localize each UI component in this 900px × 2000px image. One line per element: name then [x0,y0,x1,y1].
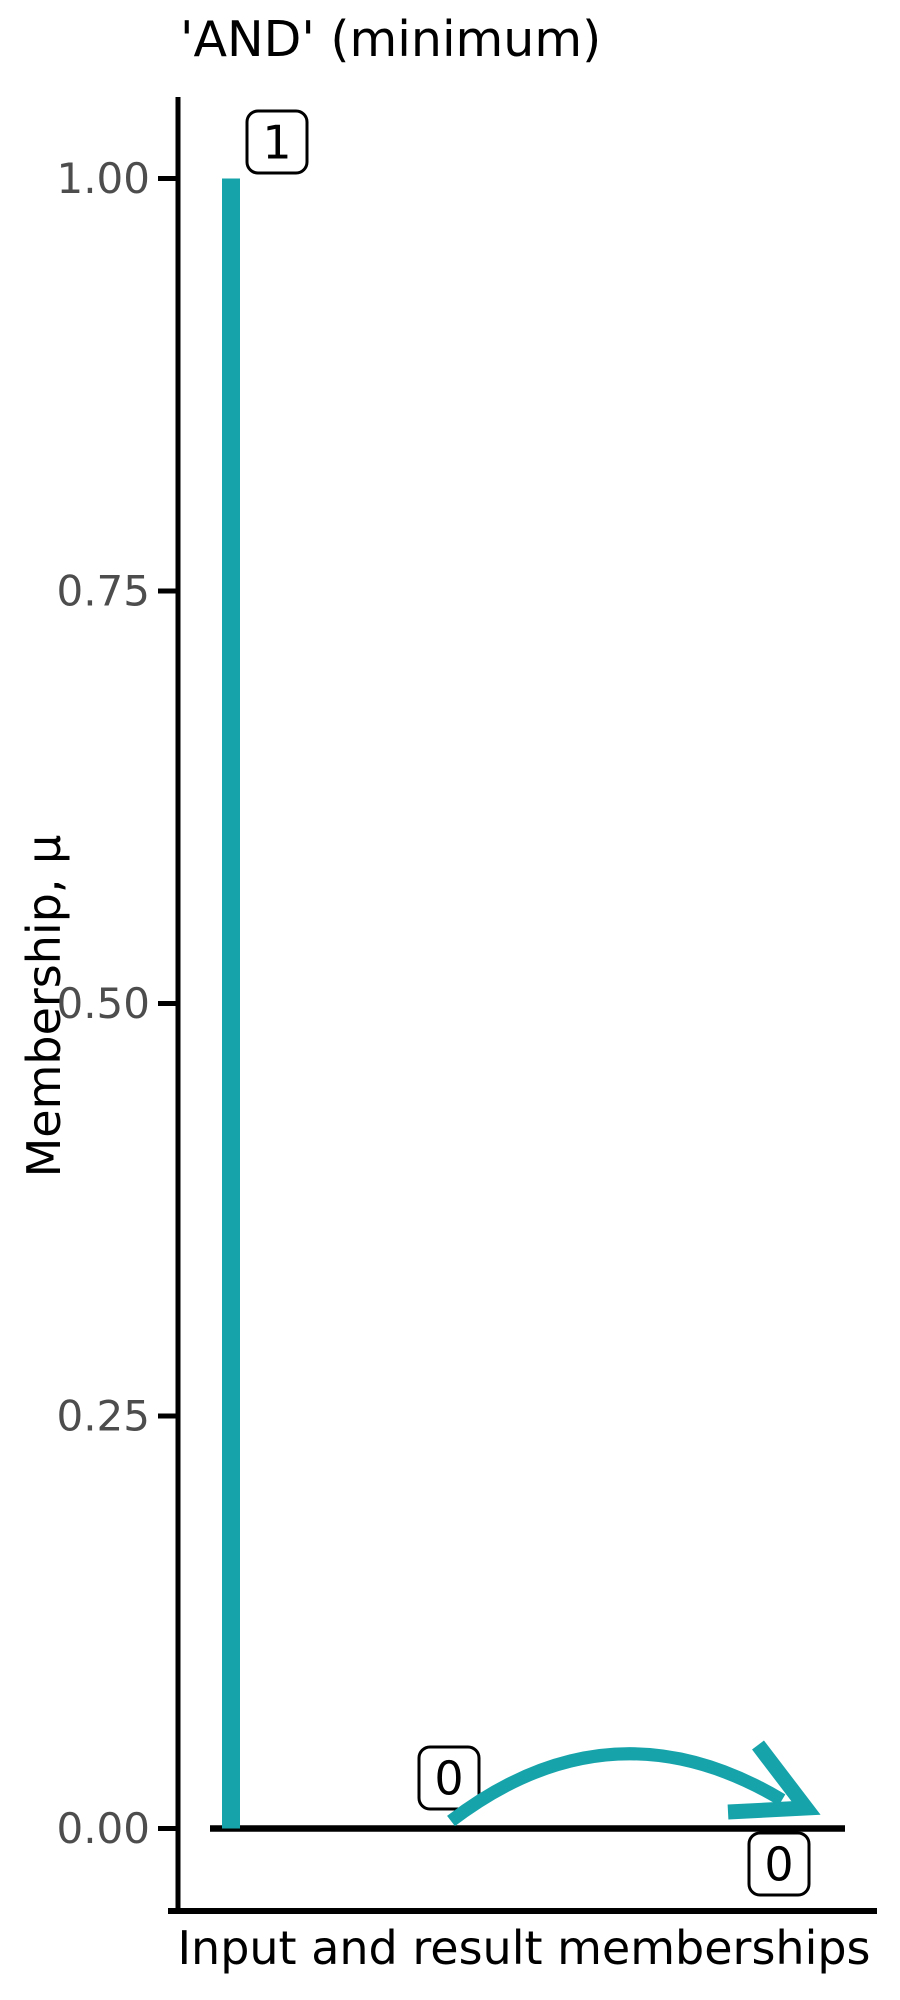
transfer-arrow-head [727,1740,821,1820]
y-tick-label: 0.75 [56,567,150,616]
y-tick-label: 0.00 [56,1804,150,1853]
x-axis-title: Input and result memberships [177,1921,871,1975]
annotation-box [245,109,309,175]
transfer-arrow [447,1747,786,1827]
annotation-box [747,1831,811,1897]
chart-title: 'AND' (minimum) [180,11,602,68]
y-tick-label: 0.25 [56,1392,150,1441]
annotation-label: 0 [434,1752,463,1806]
annotation-label: 1 [262,116,291,170]
annotation-box [417,1745,481,1811]
y-tick-label: 1.00 [56,154,150,203]
membership-bar [222,178,240,1829]
annotation-label: 0 [764,1838,793,1892]
y-tick-label: 0.50 [56,979,150,1028]
